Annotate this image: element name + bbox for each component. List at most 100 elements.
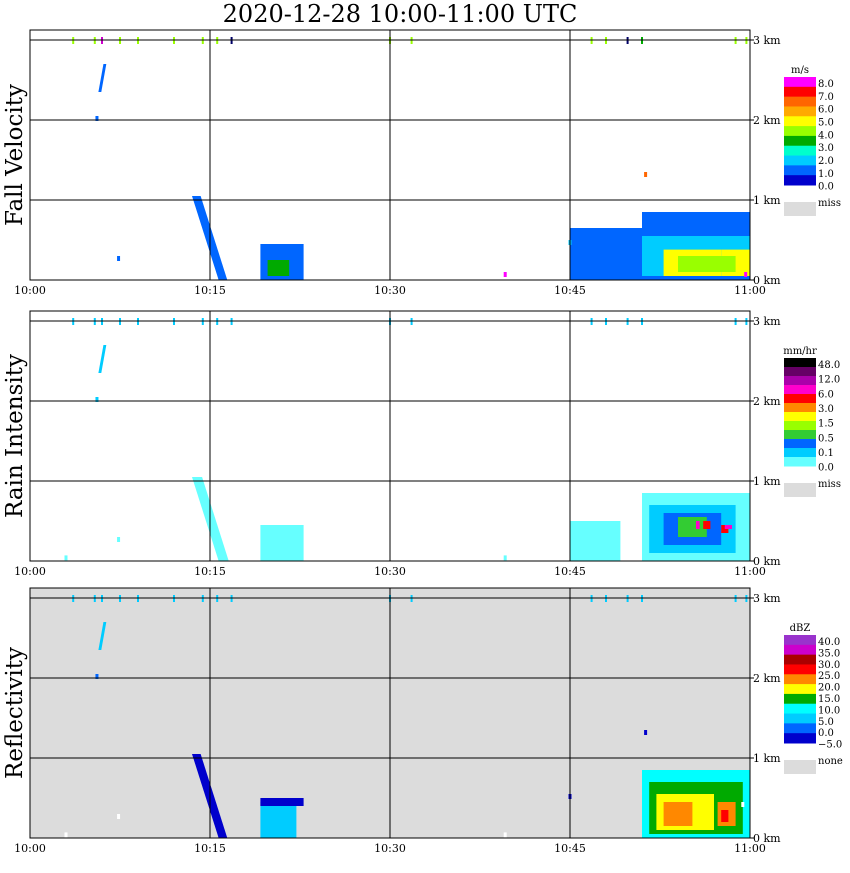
plot-frame [29, 310, 751, 562]
legend-label: −5.0 [818, 740, 842, 751]
legend-swatch [784, 394, 816, 404]
legend-unit: mm/hr [783, 346, 817, 357]
legend-label: 12.0 [818, 375, 840, 386]
legend-label: 0.1 [818, 448, 834, 459]
legend-swatch [784, 165, 816, 176]
legend-swatch [784, 367, 816, 377]
legend-label: 35.0 [818, 648, 840, 659]
legend-label: 3.0 [818, 143, 834, 154]
legend-label: 6.0 [818, 105, 834, 116]
legend-swatch [784, 654, 816, 665]
legend-label: 3.0 [818, 404, 834, 415]
legend-unit: dBZ [790, 623, 811, 634]
legend-swatch [784, 430, 816, 440]
legend-miss-swatch [784, 483, 816, 497]
legend-label: 5.0 [818, 117, 834, 128]
legend-swatch [784, 684, 816, 695]
echo-speck [95, 674, 99, 679]
legend-swatch [784, 635, 816, 646]
legend-swatch [784, 448, 816, 458]
legend-unit: m/s [791, 65, 809, 76]
x-tick-label: 10:00 [14, 565, 46, 578]
echo-speck [95, 116, 99, 121]
x-tick-label: 11:00 [734, 284, 766, 297]
legend-miss-swatch [784, 202, 816, 216]
echo-speck [503, 272, 507, 277]
echo-cell [260, 798, 304, 806]
x-tick-label: 10:45 [554, 842, 586, 855]
legend-swatch [784, 175, 816, 186]
legend-label: 4.0 [818, 130, 834, 141]
legend-miss-label: miss [818, 479, 841, 490]
legend-swatch [784, 439, 816, 449]
y-axis-label: Rain Intensity [2, 354, 28, 518]
legend-swatch [784, 403, 816, 413]
legend-label: 2.0 [818, 156, 834, 167]
echo-cell [696, 521, 700, 529]
legend-label: 20.0 [818, 683, 840, 694]
x-tick-label: 10:15 [194, 842, 226, 855]
legend-label: 25.0 [818, 671, 840, 682]
legend-swatch [784, 96, 816, 107]
legend-swatch [784, 86, 816, 98]
x-tick-label: 10:45 [554, 284, 586, 297]
echo-streak [98, 622, 107, 650]
y-tick-label: 2 km [753, 395, 781, 408]
legend-label: 48.0 [818, 360, 840, 371]
legend-label: 40.0 [818, 637, 840, 648]
legend-label: 0.5 [818, 433, 834, 444]
legend-label: 30.0 [818, 660, 840, 671]
legend-label: 1.5 [818, 419, 834, 430]
legend-swatch [784, 733, 816, 744]
legend-label: 1.0 [818, 169, 834, 180]
y-tick-label: 3 km [753, 34, 781, 47]
legend-swatch [784, 421, 816, 431]
legend-swatch [784, 155, 816, 166]
legend-label: 7.0 [818, 92, 834, 103]
echo-cell [678, 256, 736, 272]
legend-swatch [784, 664, 816, 675]
legend-swatch [784, 385, 816, 395]
y-tick-label: 1 km [753, 475, 781, 488]
echo-speck [644, 172, 648, 177]
x-tick-label: 11:00 [734, 842, 766, 855]
x-tick-label: 10:00 [14, 842, 46, 855]
echo-streak [98, 64, 107, 92]
legend-label: 10.0 [818, 705, 840, 716]
legend-label: 0.0 [818, 182, 834, 193]
legend-swatch [784, 376, 816, 386]
legend-swatch [784, 106, 816, 117]
legend-swatch [784, 358, 816, 368]
echo-speck [117, 256, 121, 261]
echo-cell [570, 521, 621, 561]
legend-swatch [784, 145, 816, 157]
plot-frame [29, 587, 751, 839]
legend-label: 8.0 [818, 79, 834, 90]
echo-speck [95, 397, 99, 402]
y-tick-label: 1 km [753, 194, 781, 207]
echo-cell [663, 802, 693, 826]
legend-swatch [784, 723, 816, 734]
panels: 10:00 10:15 10:30 10:45 11:000 km1 km2 km3 k… [2, 29, 843, 855]
echo-speck [64, 832, 68, 838]
panel-1: 10:00 10:15 10:30 10:45 11:000 km 1 km 2 km 3 k… [2, 29, 841, 297]
echo-speck [744, 272, 748, 277]
x-tick-label: 10:30 [374, 565, 406, 578]
x-tick-label: 10:15 [194, 284, 226, 297]
echo-cell [703, 521, 711, 529]
echo-cell [260, 525, 304, 561]
y-tick-label: 1 km [753, 752, 781, 765]
legend-swatch [784, 135, 816, 147]
y-tick-label: 3 km [753, 592, 781, 605]
legend-label: 0.0 [818, 728, 834, 739]
legend-miss-label: miss [818, 198, 841, 209]
echo-speck [644, 730, 648, 735]
legend-swatch [784, 713, 816, 724]
y-tick-label: 0 km [753, 832, 781, 845]
legend-swatch [784, 126, 816, 137]
panel-2: 10:00 10:15 10:30 10:45 11:000 km 1 km 2 km 3 k… [2, 310, 841, 578]
y-axis-label: Reflectivity [2, 647, 28, 779]
y-axis-label: Fall Velocity [2, 84, 28, 226]
echo-speck [503, 832, 507, 838]
